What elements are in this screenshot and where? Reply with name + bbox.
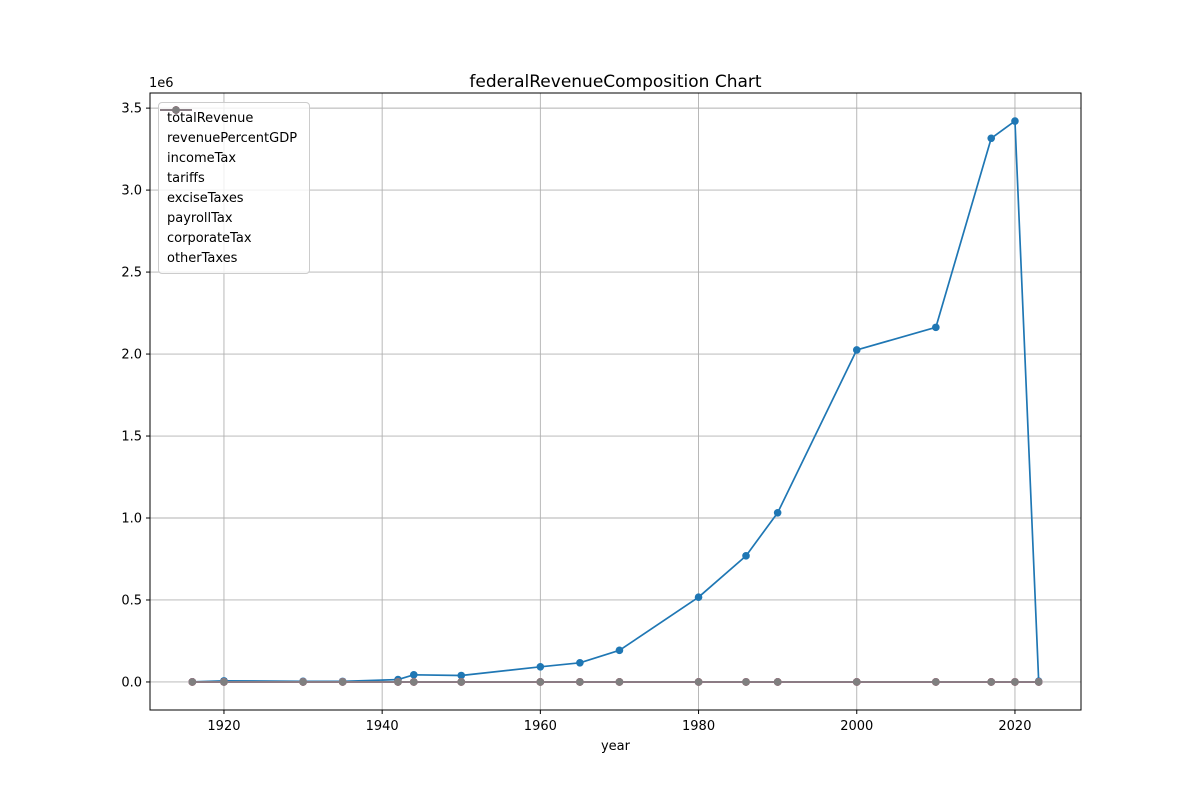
data-marker [1011, 117, 1019, 125]
data-marker [773, 678, 782, 686]
data-marker [536, 662, 545, 671]
legend-line-marker-icon [160, 106, 192, 114]
data-marker [188, 678, 197, 686]
data-marker [1011, 678, 1019, 686]
y-tick-label: 1.0 [121, 512, 142, 527]
data-marker [742, 678, 750, 686]
data-marker [576, 659, 584, 667]
x-axis-label: year [600, 739, 630, 754]
data-marker [409, 678, 418, 686]
data-marker [338, 678, 347, 686]
legend-label: totalRevenue [167, 110, 254, 126]
data-marker [457, 678, 466, 686]
y-tick-label: 1.5 [121, 430, 142, 445]
legend-item-otherTaxes: otherTaxes [160, 106, 297, 268]
data-marker [987, 678, 996, 686]
data-marker [576, 678, 584, 686]
x-tick-label: 1940 [366, 719, 399, 734]
legend: totalRevenue revenuePercentGDP incomeTax ta… [158, 102, 311, 274]
y-tick-label: 3.0 [121, 184, 142, 199]
axes-frame [149, 92, 1082, 711]
legend-label: tariffs [167, 170, 205, 186]
y-tick-label: 0.5 [121, 593, 142, 608]
data-marker [932, 678, 940, 686]
y-tick-label: 0.0 [121, 675, 142, 690]
legend-item-corporateTax: corporateTax [160, 106, 297, 248]
data-marker [932, 323, 940, 332]
series-line-totalRevenue [192, 120, 1040, 683]
y-tick-label: 2.0 [121, 348, 142, 363]
x-tick-label: 1960 [524, 719, 557, 734]
legend-item-tariffs: tariffs [160, 106, 297, 188]
data-marker [773, 508, 782, 517]
legend-label: incomeTax [167, 150, 237, 166]
legend-label: exciseTaxes [167, 190, 244, 206]
legend-item-revenuePercentGDP: revenuePercentGDP [160, 106, 298, 148]
data-marker [852, 346, 861, 354]
x-tick-label: 1920 [207, 719, 240, 734]
data-marker [394, 678, 402, 686]
data-marker [457, 671, 466, 680]
y-tick-label: 2.5 [121, 266, 142, 281]
data-marker [1034, 678, 1043, 686]
data-marker [536, 678, 545, 686]
data-marker [742, 552, 750, 560]
data-marker [987, 134, 996, 143]
data-marker [299, 678, 307, 686]
legend-item-exciseTaxes: exciseTaxes [160, 106, 297, 208]
y-tick-label: 3.5 [121, 102, 142, 117]
legend-label: otherTaxes [167, 250, 238, 266]
legend-label: revenuePercentGDP [167, 130, 298, 146]
x-tick-label: 1980 [682, 719, 715, 734]
legend-item-incomeTax: incomeTax [160, 106, 297, 168]
data-marker [615, 646, 624, 655]
data-marker [694, 678, 703, 686]
series-markers-otherTaxes [188, 678, 1043, 686]
legend-item-payrollTax: payrollTax [160, 106, 297, 228]
data-marker [220, 678, 228, 686]
x-tick-label: 2000 [840, 719, 873, 734]
legend-label: payrollTax [167, 210, 233, 226]
y-axis-offset-label: 1e6 [149, 76, 174, 91]
data-marker [409, 670, 418, 679]
legend-label: corporateTax [167, 230, 252, 246]
data-marker [852, 678, 861, 686]
chart-title: federalRevenueComposition Chart [469, 72, 762, 92]
x-tick-label: 2020 [998, 719, 1031, 734]
data-marker [694, 593, 703, 601]
data-marker [615, 678, 624, 686]
